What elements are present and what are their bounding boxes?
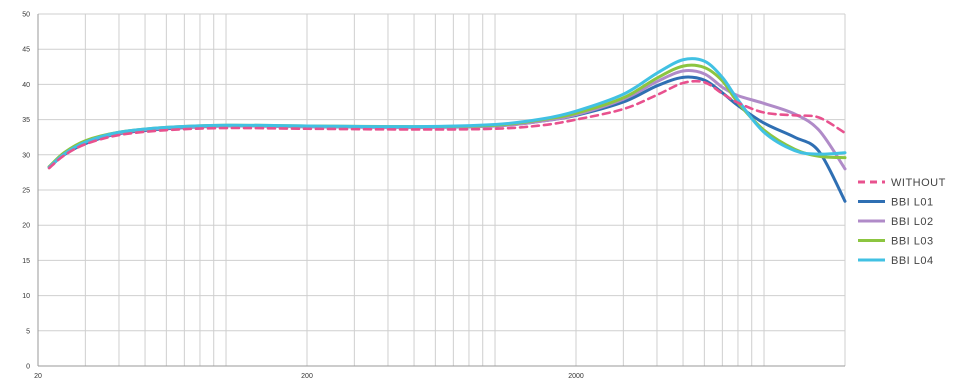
y-tick-label: 25 (22, 188, 30, 195)
x-axis-tick-labels: 20 200 2000 (34, 373, 584, 380)
x-tick-label: 2000 (568, 373, 584, 380)
series-line-bbi-l04 (47, 57, 847, 169)
y-axis-tick-labels: 0 5 10 15 20 25 30 35 40 45 50 (22, 12, 30, 371)
legend-label-without: WITHOUT (891, 177, 946, 189)
horizontal-gridlines (38, 13, 845, 367)
y-tick-label: 20 (22, 223, 30, 230)
x-tick-label: 20 (34, 373, 42, 380)
y-tick-label: 15 (22, 258, 30, 265)
x-tick-label: 200 (301, 373, 313, 380)
series-line-without (47, 79, 847, 170)
y-tick-label: 10 (22, 293, 30, 300)
y-tick-label: 50 (22, 12, 30, 19)
y-tick-label: 5 (26, 328, 30, 335)
y-tick-label: 35 (22, 117, 30, 124)
y-tick-label: 40 (22, 82, 30, 89)
legend-label-bbi-l02: BBI L02 (891, 216, 934, 228)
legend-label-bbi-l01: BBI L01 (891, 197, 934, 209)
y-tick-label: 30 (22, 152, 30, 159)
series-lines (47, 57, 847, 203)
y-tick-label: 0 (26, 364, 30, 371)
legend-label-bbi-l04: BBI L04 (891, 255, 934, 267)
legend: WITHOUT BBI L01 BBI L02 BBI L03 BBI L04 (858, 177, 946, 267)
legend-label-bbi-l03: BBI L03 (891, 236, 934, 248)
y-tick-label: 45 (22, 47, 30, 54)
vertical-gridlines (37, 14, 846, 367)
